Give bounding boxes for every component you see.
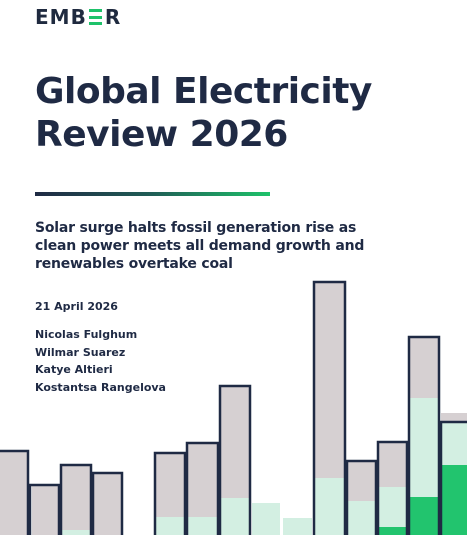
title-line-1: Global Electricity bbox=[35, 71, 372, 112]
bar-14-fossil bbox=[441, 413, 467, 422]
bar-11-clean bbox=[347, 501, 376, 535]
bar-13-clean bbox=[409, 398, 439, 497]
bar-13-fossil bbox=[409, 337, 439, 398]
title-divider bbox=[35, 192, 270, 196]
report-subtitle: Solar surge halts fossil generation rise… bbox=[35, 219, 455, 273]
author-name: Wilmar Suarez bbox=[35, 345, 126, 359]
bar-7-fossil bbox=[220, 386, 250, 498]
bar-1-fossil bbox=[0, 451, 28, 535]
bar-8-clean bbox=[252, 503, 280, 535]
report-title: Global Electricity Review 2026 bbox=[35, 70, 455, 156]
author-name: Kostantsa Rangelova bbox=[35, 380, 166, 394]
bar-3-clean bbox=[61, 530, 91, 535]
subtitle-line-2: clean power meets all demand growth and bbox=[35, 238, 365, 254]
logo-text-start: EMB bbox=[35, 5, 87, 29]
bar-5-clean bbox=[155, 517, 185, 535]
bar-10-fossil bbox=[314, 282, 345, 478]
demand-outline bbox=[0, 280, 467, 535]
ember-logo: EMB R bbox=[35, 5, 121, 29]
bar-5-fossil bbox=[155, 453, 185, 517]
bar-14-solar bbox=[441, 465, 467, 535]
bar-6-clean bbox=[187, 517, 218, 535]
subtitle-line-1: Solar surge halts fossil generation rise… bbox=[35, 220, 357, 236]
author-name: Nicolas Fulghum bbox=[35, 328, 138, 341]
bar-4-fossil bbox=[93, 473, 122, 535]
subtitle-line-3: renewables overtake coal bbox=[35, 256, 233, 272]
bar-11-fossil bbox=[347, 461, 376, 501]
bar-10-clean bbox=[314, 478, 345, 535]
bar-6-fossil bbox=[187, 443, 218, 517]
bar-9-clean bbox=[283, 518, 312, 535]
bar-12-solar bbox=[378, 527, 407, 535]
bar-3-fossil bbox=[61, 465, 91, 530]
bar-2-fossil bbox=[32, 485, 59, 535]
bar-12-fossil bbox=[378, 442, 407, 487]
author-list: Nicolas Fulghum Wilmar Suarez Katye Alti… bbox=[35, 326, 166, 396]
author-name: Katye Altieri bbox=[35, 363, 113, 376]
bar-14-clean bbox=[441, 422, 467, 465]
bar-7-clean bbox=[220, 498, 250, 535]
logo-e-mark-icon bbox=[88, 9, 103, 25]
logo-text-end: R bbox=[104, 5, 122, 29]
bar-13-solar bbox=[409, 497, 439, 535]
bar-fills bbox=[0, 282, 467, 535]
title-line-2: Review 2026 bbox=[35, 114, 288, 155]
bar-12-clean bbox=[378, 487, 407, 527]
publication-date: 21 April 2026 bbox=[35, 300, 118, 313]
